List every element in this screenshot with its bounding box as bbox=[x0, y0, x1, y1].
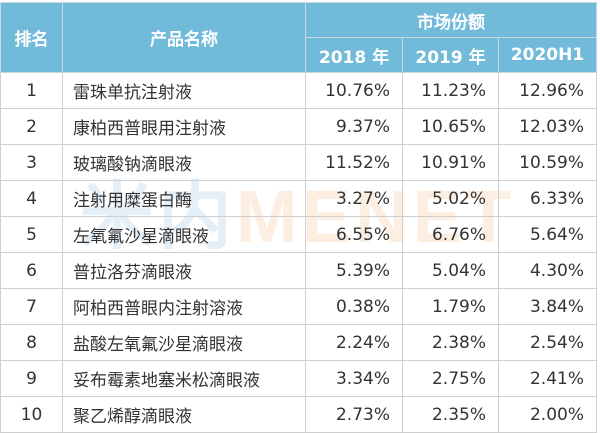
product-name-cell: 左氧氟沙星滴眼液 bbox=[62, 216, 306, 253]
header-2018: 2018 年 bbox=[305, 37, 403, 73]
share-2020h1-cell: 2.54% bbox=[498, 324, 597, 361]
rank-cell: 6 bbox=[0, 252, 63, 289]
share-2018-cell: 6.55% bbox=[305, 216, 403, 253]
product-name-cell: 普拉洛芬滴眼液 bbox=[62, 252, 306, 289]
product-name-cell: 聚乙烯醇滴眼液 bbox=[62, 396, 306, 433]
share-2019-cell: 10.91% bbox=[402, 144, 499, 181]
share-2018-cell: 3.34% bbox=[305, 360, 403, 397]
share-2018-cell: 3.27% bbox=[305, 180, 403, 217]
header-product-name: 产品名称 bbox=[62, 2, 306, 73]
header-rank: 排名 bbox=[0, 2, 63, 73]
share-2019-cell: 5.04% bbox=[402, 252, 499, 289]
share-2020h1-cell: 3.84% bbox=[498, 288, 597, 325]
rank-cell: 4 bbox=[0, 180, 63, 217]
share-2019-cell: 5.02% bbox=[402, 180, 499, 217]
table-row: 6 普拉洛芬滴眼液 5.39% 5.04% 4.30% bbox=[0, 252, 597, 289]
product-name-cell: 盐酸左氧氟沙星滴眼液 bbox=[62, 324, 306, 361]
rank-cell: 2 bbox=[0, 108, 63, 145]
share-2020h1-cell: 2.41% bbox=[498, 360, 597, 397]
table-row: 7 阿柏西普眼内注射溶液 0.38% 1.79% 3.84% bbox=[0, 288, 597, 325]
share-2018-cell: 10.76% bbox=[305, 72, 403, 109]
table-row: 10 聚乙烯醇滴眼液 2.73% 2.35% 2.00% bbox=[0, 396, 597, 433]
rank-cell: 1 bbox=[0, 72, 63, 109]
rank-cell: 7 bbox=[0, 288, 63, 325]
share-2019-cell: 10.65% bbox=[402, 108, 499, 145]
share-2018-cell: 2.73% bbox=[305, 396, 403, 433]
table-row: 1 雷珠单抗注射液 10.76% 11.23% 12.96% bbox=[0, 72, 597, 109]
share-2019-cell: 6.76% bbox=[402, 216, 499, 253]
share-2018-cell: 9.37% bbox=[305, 108, 403, 145]
share-2018-cell: 5.39% bbox=[305, 252, 403, 289]
header-2019: 2019 年 bbox=[402, 37, 499, 73]
header-market-share: 市场份额 bbox=[305, 2, 597, 38]
share-2020h1-cell: 4.30% bbox=[498, 252, 597, 289]
product-name-cell: 妥布霉素地塞米松滴眼液 bbox=[62, 360, 306, 397]
rank-cell: 9 bbox=[0, 360, 63, 397]
share-2018-cell: 11.52% bbox=[305, 144, 403, 181]
product-name-cell: 注射用糜蛋白酶 bbox=[62, 180, 306, 217]
rank-cell: 5 bbox=[0, 216, 63, 253]
share-2020h1-cell: 2.00% bbox=[498, 396, 597, 433]
share-2020h1-cell: 12.03% bbox=[498, 108, 597, 145]
share-2019-cell: 2.38% bbox=[402, 324, 499, 361]
table-row: 5 左氧氟沙星滴眼液 6.55% 6.76% 5.64% bbox=[0, 216, 597, 253]
table-row: 8 盐酸左氧氟沙星滴眼液 2.24% 2.38% 2.54% bbox=[0, 324, 597, 361]
product-name-cell: 阿柏西普眼内注射溶液 bbox=[62, 288, 306, 325]
share-2019-cell: 2.75% bbox=[402, 360, 499, 397]
share-2019-cell: 1.79% bbox=[402, 288, 499, 325]
share-2020h1-cell: 5.64% bbox=[498, 216, 597, 253]
share-2020h1-cell: 10.59% bbox=[498, 144, 597, 181]
share-2018-cell: 0.38% bbox=[305, 288, 403, 325]
table-row: 3 玻璃酸钠滴眼液 11.52% 10.91% 10.59% bbox=[0, 144, 597, 181]
rank-cell: 3 bbox=[0, 144, 63, 181]
rank-cell: 10 bbox=[0, 396, 63, 433]
share-2019-cell: 11.23% bbox=[402, 72, 499, 109]
product-name-cell: 玻璃酸钠滴眼液 bbox=[62, 144, 306, 181]
share-2019-cell: 2.35% bbox=[402, 396, 499, 433]
table-row: 9 妥布霉素地塞米松滴眼液 3.34% 2.75% 2.41% bbox=[0, 360, 597, 397]
table-row: 2 康柏西普眼用注射液 9.37% 10.65% 12.03% bbox=[0, 108, 597, 145]
header-2020h1: 2020H1 bbox=[498, 37, 597, 73]
rank-cell: 8 bbox=[0, 324, 63, 361]
share-2020h1-cell: 12.96% bbox=[498, 72, 597, 109]
product-name-cell: 康柏西普眼用注射液 bbox=[62, 108, 306, 145]
share-2018-cell: 2.24% bbox=[305, 324, 403, 361]
product-name-cell: 雷珠单抗注射液 bbox=[62, 72, 306, 109]
table-row: 4 注射用糜蛋白酶 3.27% 5.02% 6.33% bbox=[0, 180, 597, 217]
share-2020h1-cell: 6.33% bbox=[498, 180, 597, 217]
